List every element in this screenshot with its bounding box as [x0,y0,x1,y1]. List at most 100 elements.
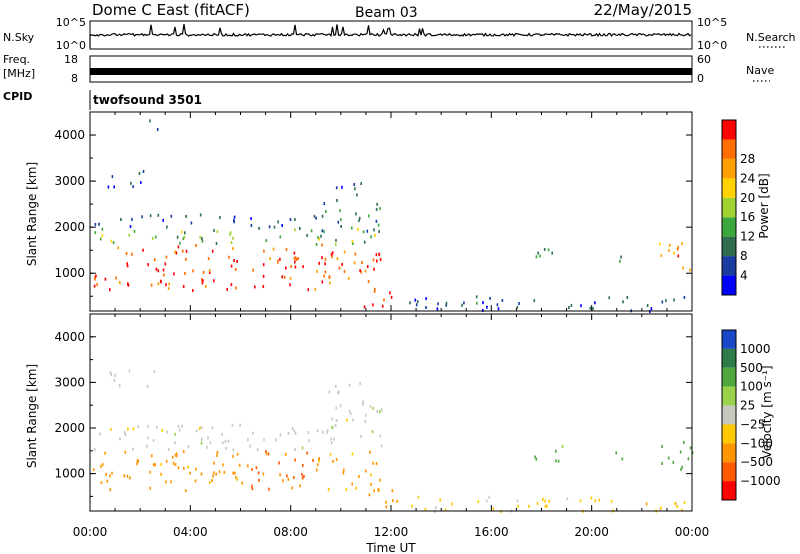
velocity-cell [598,498,601,502]
velocity-cell [645,502,648,506]
power-cell [157,282,160,286]
power-cell [580,304,582,308]
power-cell [626,296,629,299]
power-cell [516,305,519,309]
power-cell [321,229,324,233]
velocity-cell [528,504,530,508]
velocity-cell [215,472,217,476]
power-cell [336,199,338,202]
power-cell [650,307,653,311]
power-cell [383,298,385,302]
velocity-cell [258,478,260,482]
power-cell [376,202,378,206]
power-cell [496,303,499,307]
velocity-cell [355,486,357,490]
velocity-cell [200,441,203,445]
velocity-cell [201,437,203,441]
velocity-panel: 1000 2000 3000 4000 00:00 04:00 08:00 12:00 16:… [25,313,709,554]
power-cell [594,301,596,305]
power-ylabel: Slant Range [km] [25,162,39,266]
velocity-cell [615,451,617,455]
velocity-cell [207,436,209,440]
power-cell [325,210,327,213]
power-cell [445,301,448,305]
velocity-cell [544,504,547,508]
power-cell [321,214,324,218]
power-cell [129,225,132,228]
velocity-cell [590,496,593,500]
power-cell [681,242,683,245]
velocity-cell [689,446,692,450]
power-cell [195,244,197,247]
velocity-cell [680,468,682,471]
power-cell [646,304,649,308]
velocity-cell [291,426,294,430]
power-cell [273,225,276,229]
velocity-ytick-label: 4000 [54,330,85,344]
velocity-cell [335,385,337,388]
power-cell [93,284,96,288]
velocity-cell [672,460,675,464]
power-cell [337,220,340,224]
velocity-cell [345,488,348,492]
velocity-cell [174,441,176,445]
power-cell [277,220,279,224]
nave-tick-high: 60 [697,53,711,66]
velocity-cell [326,429,329,432]
power-cell [202,279,204,283]
time-tick-label: 08:00 [273,525,308,539]
velocity-cell [435,506,437,510]
power-cell [101,234,104,238]
power-cell [199,213,202,217]
velocity-cell [154,463,156,467]
velocity-cell [373,489,375,493]
velocity-cell [342,471,345,475]
power-cell [461,303,463,307]
velocity-cell [267,452,270,456]
power-cell [321,256,323,260]
power-cell [126,264,129,268]
velocity-cell [542,497,544,501]
velocity-cell [380,444,383,448]
velocity-cell [385,500,387,504]
velocity-cell [255,466,258,470]
velocity-cell [147,424,149,428]
velocity-cell [110,373,113,377]
velocity-cell [661,462,663,465]
velocity-cell [318,457,321,461]
power-colorbar-label: Power [dB] [757,173,771,238]
velocity-cell [293,476,295,480]
velocity-cell [235,475,237,479]
velocity-cell [546,504,548,508]
power-cell [279,257,281,261]
power-cell [673,298,675,302]
nsky-panel: N.Sky 10^5 10^0 10^5 10^0 N.Search [3,16,796,52]
power-cell [376,259,378,263]
power-cell [343,270,346,273]
power-cell [119,281,121,284]
velocity-cell [676,505,679,508]
power-cell [164,262,167,266]
power-cell [620,255,622,259]
velocity-cell [236,477,238,481]
power-cell [174,250,176,254]
velocity-cell [278,461,280,465]
power-cell [533,299,536,303]
power-cell [185,214,187,218]
velocity-cell [239,423,241,427]
power-cell [268,225,271,229]
velocity-y-axis: 1000 2000 3000 4000 [54,314,693,511]
velocity-cell [279,433,282,437]
velocity-cell [286,474,288,478]
power-cell [202,270,205,274]
power-cell [318,237,320,241]
power-cell [370,235,372,239]
velocity-cell [351,452,354,456]
velocity-cell [287,431,290,435]
velocity-cell [114,373,116,377]
velocity-cell [548,499,551,503]
velocity-cell [105,472,107,476]
velocity-cell [160,462,162,466]
nsearch-tick-low: 10^0 [697,39,727,52]
